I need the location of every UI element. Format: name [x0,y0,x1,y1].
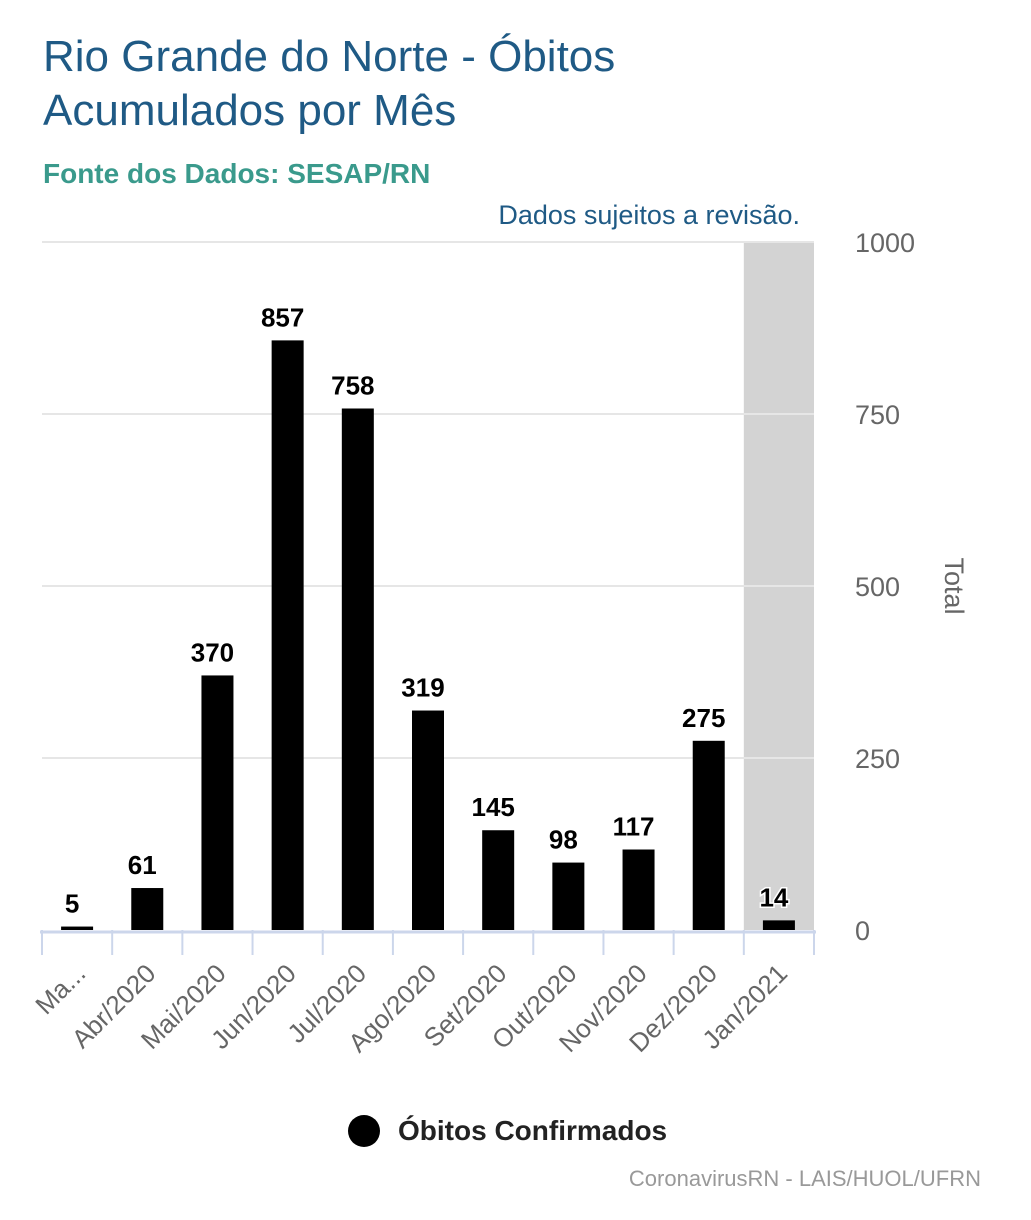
data-label: 275 [682,703,725,733]
chart-title: Rio Grande do Norte - Óbitos Acumulados … [43,32,616,135]
bar [131,888,164,930]
y-tick-label: 500 [855,572,900,602]
bar [412,710,444,930]
y-tick-label: 250 [855,744,900,774]
revision-note: Dados sujeitos a revisão. [498,200,800,230]
bar [341,408,374,931]
legend-item[interactable]: Óbitos Confirmados [348,1115,667,1147]
y-tick-label: 1000 [855,228,915,258]
y-tick-label: 0 [855,916,870,946]
data-label: 98 [549,825,578,855]
legend-label: Óbitos Confirmados [398,1115,668,1146]
legend-marker-icon [348,1115,380,1147]
data-label: 857 [261,302,304,332]
bar [271,340,304,930]
bar [692,740,725,930]
bar [552,862,585,930]
bar [622,849,655,930]
y-tick-label: 750 [855,400,900,430]
data-label: 5 [65,889,79,919]
data-label: 145 [471,792,514,822]
data-label: 61 [128,850,157,880]
x-tick-label: Ma... [29,958,91,1020]
data-source: Fonte dos Dados: SESAP/RN [43,158,431,189]
y-axis-label: Total [939,557,969,614]
data-label: 370 [191,637,234,667]
data-label: 117 [613,812,655,842]
data-label: 14 [759,882,788,912]
bar [201,675,234,930]
credit[interactable]: CoronavirusRN - LAIS/HUOL/UFRN [628,1166,981,1191]
bar [61,926,94,930]
data-label: 319 [401,673,444,703]
bar [762,920,795,930]
data-label: 758 [331,370,374,400]
bar-chart: 02505007501000Total5Ma...61Abr/2020370Ma… [29,228,969,1058]
bar [482,830,515,930]
